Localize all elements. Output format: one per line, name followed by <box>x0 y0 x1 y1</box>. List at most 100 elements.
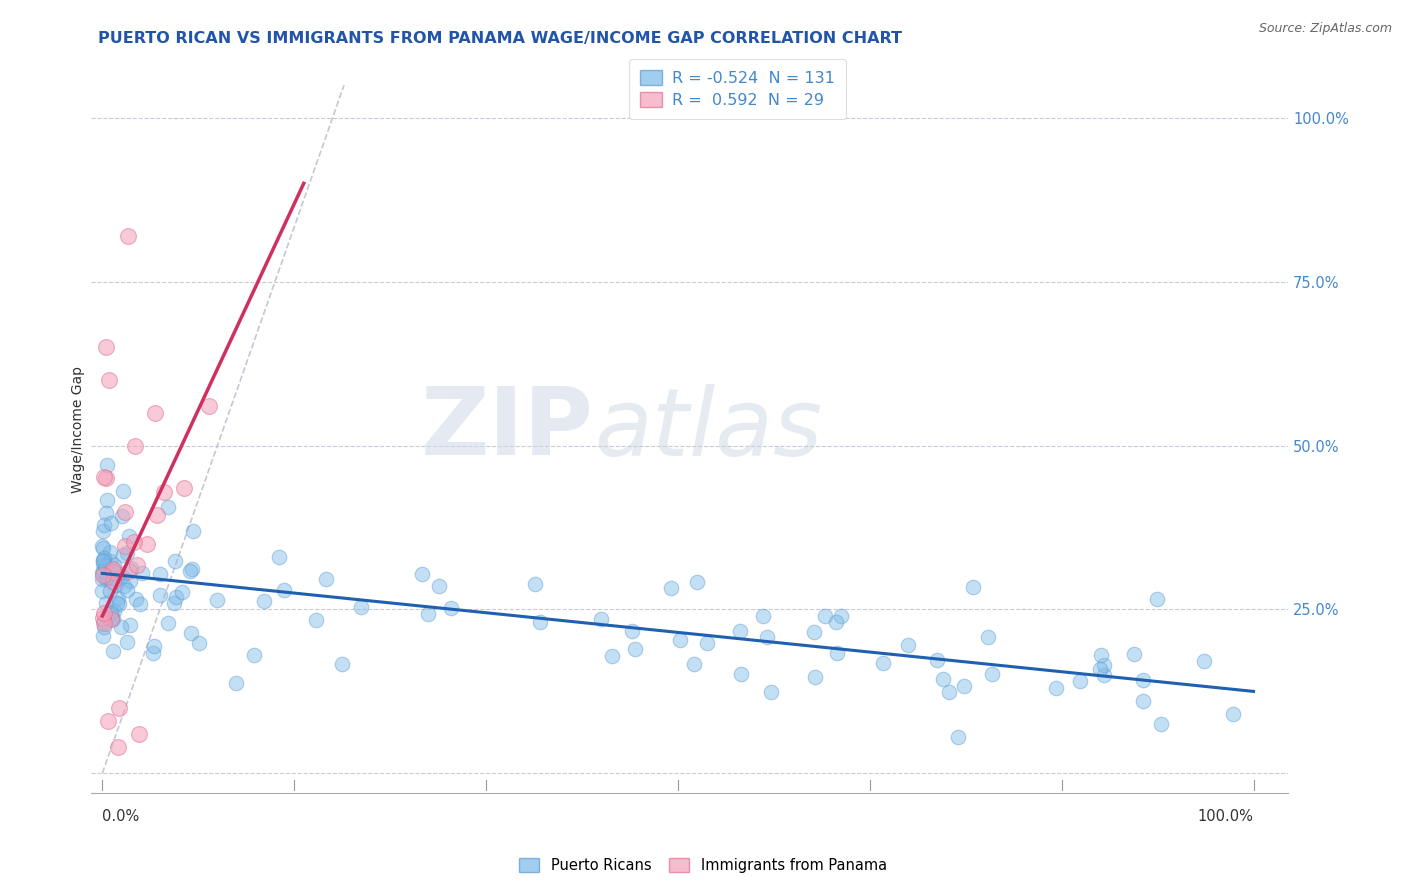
Point <box>117 564 139 578</box>
Point <box>91 524 114 539</box>
Point <box>728 624 751 639</box>
Point <box>107 596 129 610</box>
Point <box>91 539 114 553</box>
Point <box>101 611 124 625</box>
Point <box>108 571 131 585</box>
Point <box>104 578 127 592</box>
Text: ZIP: ZIP <box>420 384 593 475</box>
Point <box>981 666 1004 681</box>
Point <box>304 614 326 628</box>
Point <box>120 618 142 632</box>
Legend: R = -0.524  N = 131, R =  0.592  N = 29: R = -0.524 N = 131, R = 0.592 N = 29 <box>628 59 846 119</box>
Point <box>315 572 337 586</box>
Point <box>149 567 172 582</box>
Point <box>243 648 266 662</box>
Point <box>149 588 172 602</box>
Point <box>180 562 202 576</box>
Point <box>759 685 782 699</box>
Point <box>756 630 779 644</box>
Point <box>131 566 153 580</box>
Point <box>97 611 120 625</box>
Point <box>529 615 551 629</box>
Point <box>114 505 136 519</box>
Point <box>115 582 138 597</box>
Point <box>620 624 643 638</box>
Point <box>730 667 752 681</box>
Point <box>93 551 115 566</box>
Point <box>198 400 221 414</box>
Point <box>115 546 138 560</box>
Point <box>136 537 159 551</box>
Point <box>1192 654 1215 668</box>
Point <box>416 607 439 621</box>
Point <box>1146 591 1168 606</box>
Point <box>111 509 134 524</box>
Text: 100.0%: 100.0% <box>1198 809 1254 824</box>
Point <box>96 458 118 473</box>
Point <box>825 647 848 661</box>
Point <box>932 672 955 686</box>
Text: 0.0%: 0.0% <box>103 809 139 824</box>
Point <box>107 591 129 605</box>
Point <box>180 626 202 640</box>
Point <box>181 524 204 538</box>
Point <box>142 646 165 660</box>
Point <box>1090 662 1112 676</box>
Point <box>114 579 136 593</box>
Point <box>103 604 125 618</box>
Point <box>128 727 150 741</box>
Point <box>1222 706 1244 721</box>
Point <box>101 612 124 626</box>
Point <box>93 564 115 578</box>
Point <box>350 599 373 614</box>
Point <box>93 470 115 484</box>
Point <box>96 596 118 610</box>
Text: Source: ZipAtlas.com: Source: ZipAtlas.com <box>1258 22 1392 36</box>
Point <box>108 597 131 611</box>
Point <box>145 508 167 522</box>
Point <box>101 574 124 588</box>
Point <box>111 569 134 583</box>
Point <box>683 657 706 672</box>
Legend: Puerto Ricans, Immigrants from Panama: Puerto Ricans, Immigrants from Panama <box>512 851 894 880</box>
Point <box>440 601 463 615</box>
Point <box>173 481 195 495</box>
Point <box>100 516 122 530</box>
Point <box>946 730 969 744</box>
Point <box>91 541 114 555</box>
Point <box>124 591 146 606</box>
Point <box>427 579 450 593</box>
Point <box>125 558 148 572</box>
Point <box>179 564 201 578</box>
Point <box>105 566 128 580</box>
Point <box>830 609 852 624</box>
Point <box>142 639 165 653</box>
Point <box>91 553 114 567</box>
Point <box>962 580 984 594</box>
Point <box>100 583 122 598</box>
Point <box>93 620 115 634</box>
Point <box>156 500 179 514</box>
Point <box>91 553 114 567</box>
Point <box>98 545 121 559</box>
Point <box>669 632 692 647</box>
Point <box>157 616 180 631</box>
Point <box>100 606 122 620</box>
Point <box>118 529 141 543</box>
Point <box>101 562 124 576</box>
Point <box>253 593 276 607</box>
Point <box>1092 667 1115 681</box>
Point <box>411 566 433 581</box>
Point <box>96 493 118 508</box>
Point <box>751 609 773 624</box>
Point <box>120 561 142 575</box>
Point <box>925 652 948 666</box>
Point <box>103 558 125 572</box>
Point <box>101 565 124 579</box>
Point <box>115 634 138 648</box>
Y-axis label: Wage/Income Gap: Wage/Income Gap <box>72 366 86 492</box>
Point <box>93 606 115 620</box>
Point <box>93 610 115 624</box>
Text: PUERTO RICAN VS IMMIGRANTS FROM PANAMA WAGE/INCOME GAP CORRELATION CHART: PUERTO RICAN VS IMMIGRANTS FROM PANAMA W… <box>98 31 903 46</box>
Point <box>1090 648 1112 663</box>
